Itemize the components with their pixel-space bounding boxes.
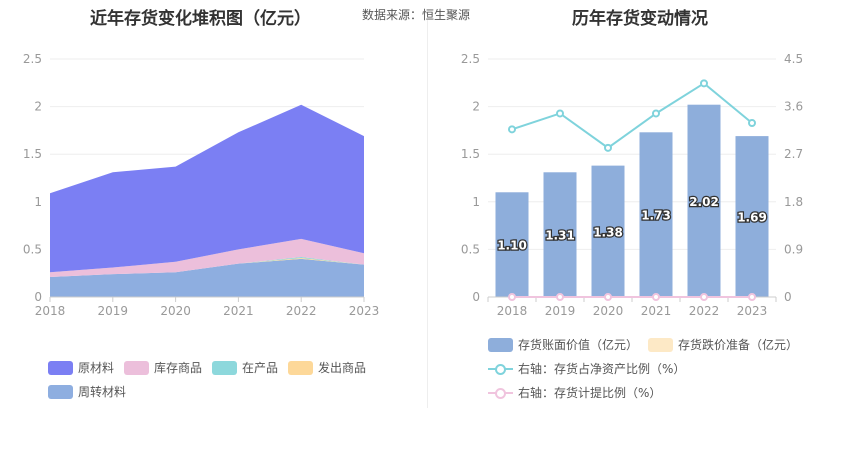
y-tick-label: 0: [34, 290, 42, 304]
left-chart-title: 近年存货变化堆积图（亿元）: [90, 9, 311, 29]
y-tick-label: 0: [472, 290, 480, 304]
line-point: [748, 118, 756, 127]
area-周转材料: [50, 258, 364, 297]
y2-tick-label: 0.9: [784, 242, 803, 256]
legend-item[interactable]: 发出商品: [288, 359, 366, 376]
bar-data-label: 1.10: [497, 239, 527, 253]
legend-item[interactable]: 存货跌价准备（亿元）: [648, 336, 798, 353]
bar-2023: [735, 136, 769, 297]
line-point: [652, 109, 660, 118]
y-tick-label: 0.5: [461, 242, 480, 256]
bar-data-label: 1.31: [545, 229, 575, 243]
legend-item[interactable]: 周转材料: [48, 383, 126, 400]
line-point: [700, 293, 708, 301]
y2-tick-label: 0: [784, 290, 792, 304]
y-tick-label: 1: [34, 195, 42, 209]
bar-2018: [495, 192, 529, 297]
legend-swatch: [124, 360, 149, 375]
x-tick-label: 2020: [160, 304, 191, 318]
x-tick-label: 2019: [98, 304, 129, 318]
right-chart-title: 历年存货变动情况: [572, 9, 708, 29]
y-tick-label: 2.5: [23, 52, 42, 66]
legend-item[interactable]: 原材料: [48, 359, 114, 376]
legend-label: 右轴：存货占净资产比例（%）: [518, 362, 686, 376]
bar-data-label: 1.69: [737, 211, 767, 225]
line-point: [604, 293, 612, 301]
line-point: [556, 109, 564, 118]
line-point: [508, 125, 516, 134]
stacked-area-chart: 0 0.5 1 1.5 2 2.5 2018 2019 2020 2021 2022 2023: [23, 52, 380, 318]
legend-item[interactable]: 存货账面价值（亿元）: [488, 336, 638, 353]
legend-label: 发出商品: [318, 361, 367, 375]
y2-tick-label: 2.7: [784, 147, 803, 161]
x-tick-label: 2021: [641, 304, 672, 318]
bar-data-label: 1.38: [593, 225, 623, 239]
legend-item[interactable]: 在产品: [212, 359, 278, 376]
legend-swatch: [212, 360, 237, 375]
legend-item[interactable]: 右轴：存货计提比例（%）: [488, 384, 661, 401]
legend-label: 右轴：存货计提比例（%）: [518, 386, 662, 400]
legend-swatch: [648, 337, 673, 352]
x-tick-label: 2019: [545, 304, 576, 318]
y-tick-label: 2.5: [461, 52, 480, 66]
area-原材料: [50, 104, 364, 273]
y-tick-label: 2: [34, 100, 42, 114]
y2-tick-label: 3.6: [784, 100, 803, 114]
x-tick-label: 2023: [349, 304, 380, 318]
legend-label: 存货账面价值（亿元）: [518, 338, 639, 352]
legend-label: 存货跌价准备（亿元）: [678, 338, 799, 352]
y-tick-label: 1: [472, 195, 480, 209]
x-tick-label: 2018: [35, 304, 66, 318]
line-右轴：存货占净资产比例（%）: [511, 82, 753, 150]
bar-2020: [591, 165, 625, 297]
bar-line-chart: 0 0.5 1 1.5 2 2.5 0 0.9 1.8 2.7 3.6 4.5 1.10 1.31 1.38…: [461, 52, 803, 318]
bar-2021: [639, 132, 673, 297]
legend-swatch: [48, 360, 73, 375]
legend-label: 库存商品: [154, 361, 203, 375]
legend-swatch: [288, 360, 313, 375]
y-tick-label: 2: [472, 100, 480, 114]
y-tick-label: 1.5: [23, 147, 42, 161]
bar-2019: [543, 172, 577, 297]
legend-label: 周转材料: [78, 385, 127, 399]
legend-swatch: [488, 386, 513, 400]
x-tick-label: 2020: [593, 304, 624, 318]
y2-tick-label: 1.8: [784, 195, 803, 209]
line-point: [604, 143, 612, 152]
line-point: [748, 293, 756, 301]
legend-label: 原材料: [78, 361, 115, 375]
legend-label: 在产品: [242, 361, 279, 375]
x-tick-label: 2023: [737, 304, 768, 318]
area-库存商品: [50, 238, 364, 278]
line-point: [652, 293, 660, 301]
legend-swatch: [48, 384, 73, 399]
line-point: [556, 293, 564, 301]
x-tick-label: 2021: [223, 304, 254, 318]
data-source-label: 数据来源：恒生聚源: [362, 8, 471, 22]
legend-item[interactable]: 右轴：存货占净资产比例（%）: [488, 360, 685, 377]
y-tick-label: 0.5: [23, 242, 42, 256]
line-point: [508, 293, 516, 301]
legend-item[interactable]: 库存商品: [124, 359, 202, 376]
bar-data-label: 2.02: [689, 195, 719, 209]
line-point: [700, 79, 708, 88]
x-tick-label: 2018: [497, 304, 528, 318]
legend-swatch: [488, 362, 513, 376]
y-tick-label: 1.5: [461, 147, 480, 161]
legend-swatch: [488, 337, 513, 352]
bar-data-label: 1.73: [641, 209, 671, 223]
x-tick-label: 2022: [286, 304, 317, 318]
bar-2022: [687, 104, 721, 297]
chart-divider: [427, 20, 428, 408]
x-tick-label: 2022: [689, 304, 720, 318]
y2-tick-label: 4.5: [784, 52, 803, 66]
